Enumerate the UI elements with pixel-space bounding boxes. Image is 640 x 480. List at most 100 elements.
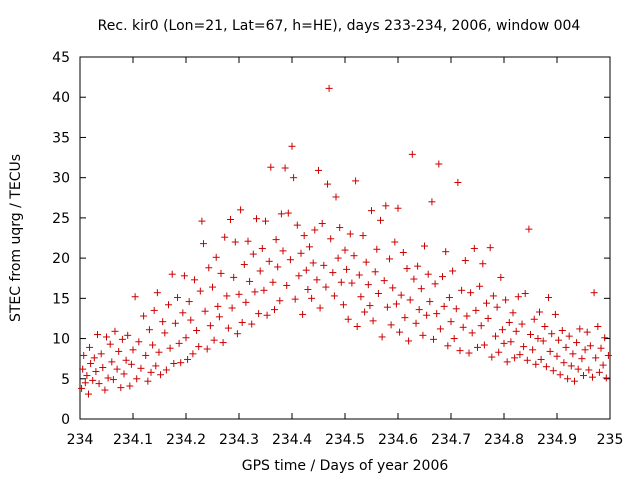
data-point xyxy=(489,292,497,300)
data-point xyxy=(182,334,190,342)
data-point xyxy=(357,293,365,301)
data-point xyxy=(177,359,185,367)
data-point xyxy=(551,310,559,318)
data-point xyxy=(279,247,287,255)
data-point xyxy=(209,283,216,291)
data-point xyxy=(246,277,254,285)
data-point xyxy=(109,376,117,384)
data-point xyxy=(248,320,256,328)
data-point xyxy=(288,142,296,150)
data-point xyxy=(343,265,351,273)
x-tick-label: 235 xyxy=(597,432,624,448)
data-point xyxy=(199,240,207,248)
data-point xyxy=(260,286,268,294)
data-point xyxy=(368,207,375,215)
x-tick-label: 234.7 xyxy=(431,432,471,448)
data-point xyxy=(155,348,163,356)
data-point xyxy=(359,232,367,240)
data-point xyxy=(549,367,557,375)
data-point xyxy=(380,277,388,285)
data-point xyxy=(556,371,564,379)
data-point xyxy=(224,324,232,332)
data-point xyxy=(445,294,453,302)
data-point xyxy=(166,344,174,352)
data-point xyxy=(597,344,605,352)
data-point xyxy=(190,276,198,284)
data-point xyxy=(174,294,182,302)
data-point xyxy=(440,302,448,310)
data-point xyxy=(403,265,411,273)
data-point xyxy=(565,332,573,340)
data-point xyxy=(341,246,349,254)
data-point xyxy=(459,323,467,331)
data-point xyxy=(463,312,471,320)
data-point xyxy=(523,356,531,364)
data-point xyxy=(589,373,597,381)
data-point xyxy=(495,348,503,356)
data-point xyxy=(126,382,134,390)
data-point xyxy=(124,331,132,339)
data-point xyxy=(83,372,91,380)
data-point xyxy=(108,358,116,366)
data-point xyxy=(84,390,92,398)
data-point xyxy=(350,252,358,260)
data-point xyxy=(537,355,545,363)
y-tick-label: 35 xyxy=(52,130,70,146)
data-point xyxy=(210,336,218,344)
data-point xyxy=(233,330,241,338)
data-point xyxy=(374,290,382,298)
data-point xyxy=(193,327,201,335)
data-point xyxy=(449,267,457,275)
data-point xyxy=(316,304,324,312)
data-point xyxy=(86,343,94,351)
data-point xyxy=(389,284,397,292)
data-point xyxy=(553,352,561,360)
data-point xyxy=(578,355,586,363)
data-point xyxy=(184,355,192,363)
data-point xyxy=(348,279,356,287)
data-point xyxy=(161,329,169,337)
data-point xyxy=(601,334,609,342)
data-point xyxy=(170,359,178,367)
data-point xyxy=(313,276,321,284)
data-point xyxy=(361,308,369,316)
data-point xyxy=(297,249,305,257)
data-point xyxy=(162,366,170,374)
data-point xyxy=(271,306,279,314)
data-point xyxy=(477,322,485,330)
data-point xyxy=(140,312,148,320)
data-point xyxy=(461,257,469,265)
data-point xyxy=(520,343,528,351)
data-point xyxy=(101,386,109,394)
data-point xyxy=(525,225,533,233)
data-point xyxy=(206,322,214,330)
data-point xyxy=(337,278,345,286)
data-point xyxy=(545,294,553,302)
data-point xyxy=(256,267,264,275)
data-point xyxy=(426,298,434,306)
data-point xyxy=(592,354,600,362)
data-point xyxy=(291,295,299,303)
data-point xyxy=(369,317,377,325)
data-point xyxy=(564,375,572,383)
data-point xyxy=(465,349,473,357)
data-point xyxy=(133,375,141,383)
data-point xyxy=(435,160,443,168)
data-point xyxy=(185,298,193,306)
data-point xyxy=(570,377,578,385)
data-point xyxy=(387,321,395,329)
data-point xyxy=(599,361,607,369)
data-point xyxy=(113,365,121,373)
data-point xyxy=(267,163,275,171)
data-point xyxy=(555,336,563,344)
data-point xyxy=(428,198,436,206)
x-tick-label: 234.6 xyxy=(378,432,418,448)
data-point xyxy=(421,242,428,250)
data-point xyxy=(299,310,307,318)
data-point xyxy=(336,224,344,232)
data-point xyxy=(212,253,220,261)
data-point xyxy=(284,209,292,217)
data-point xyxy=(195,343,203,351)
data-point xyxy=(516,351,524,359)
data-point xyxy=(503,358,511,366)
